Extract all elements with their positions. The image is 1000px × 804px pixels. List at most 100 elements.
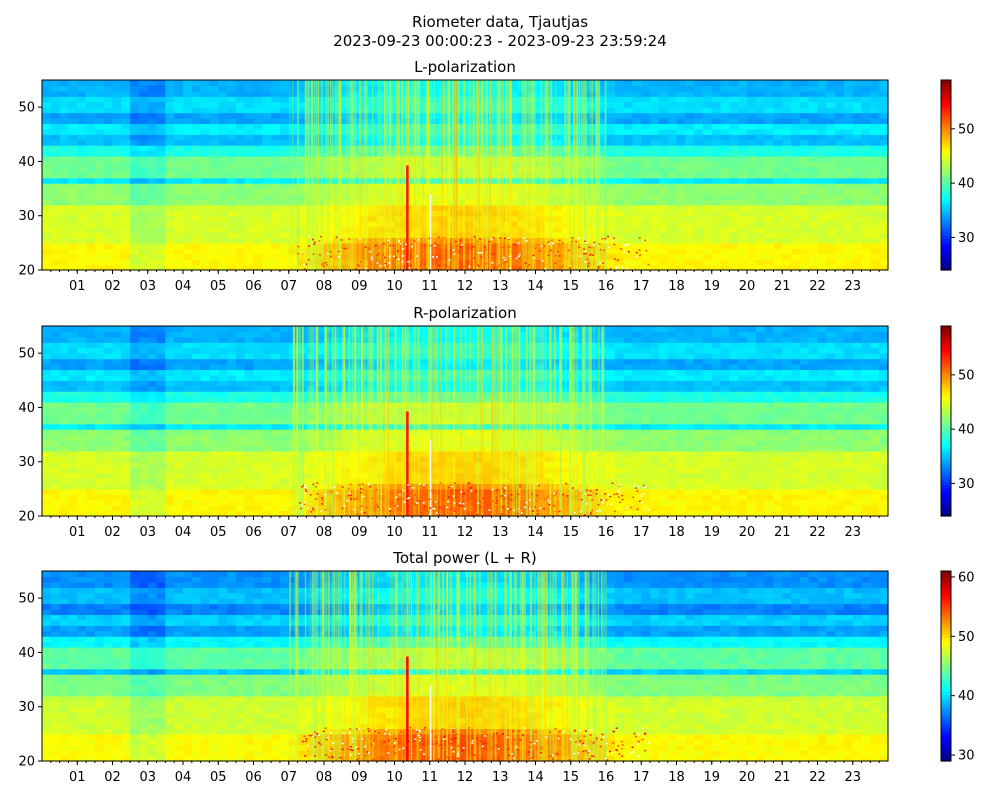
heatmap-cell	[227, 407, 236, 413]
heatmap-cell	[271, 134, 280, 140]
heatmap-cell	[439, 96, 448, 102]
heatmap-cell	[104, 386, 113, 392]
heatmap-cell	[738, 151, 747, 157]
interference-streak	[305, 80, 307, 270]
heatmap-cell	[615, 254, 624, 260]
heatmap-cell	[835, 123, 844, 129]
heatmap-cell	[747, 167, 756, 173]
heatmap-cell	[818, 151, 827, 157]
heatmap-cell	[218, 118, 227, 124]
heatmap-cell	[650, 118, 659, 124]
heatmap-cell	[773, 80, 782, 86]
heatmap-cell	[280, 189, 289, 195]
heatmap-cell	[174, 259, 183, 265]
heatmap-cell	[192, 326, 201, 332]
heatmap-cell	[227, 113, 236, 119]
heatmap-cell	[809, 210, 818, 216]
heatmap-cell	[245, 337, 254, 343]
heatmap-cell	[879, 172, 888, 178]
heatmap-cell	[773, 178, 782, 184]
heatmap-cell	[756, 91, 765, 97]
heatmap-cell	[615, 216, 624, 222]
heatmap-cell	[765, 80, 774, 86]
heatmap-cell	[227, 413, 236, 419]
heatmap-cell	[51, 429, 60, 435]
heatmap-cell	[668, 118, 677, 124]
heatmap-cell	[148, 216, 157, 222]
heatmap-cell	[853, 134, 862, 140]
heatmap-cell	[86, 156, 95, 162]
heatmap-cell	[86, 107, 95, 113]
heatmap-cell	[201, 500, 210, 506]
heatmap-cell	[174, 237, 183, 243]
heatmap-cell	[809, 199, 818, 205]
heatmap-cell	[42, 210, 51, 216]
heatmap-cell	[113, 205, 122, 211]
heatmap-cell	[835, 145, 844, 151]
heatmap-cell	[632, 167, 641, 173]
heatmap-cell	[712, 221, 721, 227]
heatmap-cell	[218, 140, 227, 146]
heatmap-cell	[121, 353, 130, 359]
heatmap-cell	[209, 456, 218, 462]
heatmap-cell	[236, 483, 245, 489]
heatmap-cell	[844, 161, 853, 167]
heatmap-cell	[773, 183, 782, 189]
interference-streak	[502, 80, 503, 270]
heatmap-cell	[756, 151, 765, 157]
heatmap-cell	[879, 96, 888, 102]
heatmap-cell	[729, 118, 738, 124]
heatmap-cell	[782, 123, 791, 129]
heatmap-cell	[553, 118, 562, 124]
heatmap-cell	[271, 254, 280, 260]
heatmap-cell	[209, 369, 218, 375]
heatmap-cell	[624, 172, 633, 178]
heatmap-cell	[183, 440, 192, 446]
heatmap-cell	[271, 205, 280, 211]
heatmap-cell	[51, 462, 60, 468]
heatmap-cell	[659, 167, 668, 173]
heatmap-cell	[165, 483, 174, 489]
heatmap-cell	[209, 375, 218, 381]
heatmap-cell	[157, 424, 166, 430]
heatmap-cell	[192, 424, 201, 430]
heatmap-cell	[60, 353, 69, 359]
heatmap-cell	[218, 348, 227, 354]
heatmap-cell	[685, 227, 694, 233]
heatmap-cell	[826, 102, 835, 108]
heatmap-cell	[121, 451, 130, 457]
heatmap-cell	[782, 227, 791, 233]
heatmap-cell	[113, 500, 122, 506]
heatmap-cell	[703, 96, 712, 102]
heatmap-cell	[677, 205, 686, 211]
heatmap-cell	[68, 259, 77, 265]
heatmap-cell	[183, 145, 192, 151]
heatmap-cell	[809, 107, 818, 113]
heatmap-cell	[844, 113, 853, 119]
heatmap-cell	[165, 167, 174, 173]
heatmap-cell	[721, 259, 730, 265]
hot-pixel	[397, 250, 399, 252]
heatmap-cell	[809, 248, 818, 254]
heatmap-cell	[113, 418, 122, 424]
heatmap-cell	[245, 445, 254, 451]
heatmap-cell	[747, 199, 756, 205]
heatmap-cell	[157, 494, 166, 500]
hot-pixel	[504, 237, 506, 239]
heatmap-cell	[606, 248, 615, 254]
heatmap-cell	[86, 397, 95, 403]
heatmap-cell	[650, 243, 659, 249]
heatmap-cell	[677, 91, 686, 97]
heatmap-cell	[192, 205, 201, 211]
heatmap-cell	[791, 248, 800, 254]
heatmap-cell	[113, 259, 122, 265]
heatmap-cell	[668, 167, 677, 173]
heatmap-cell	[192, 248, 201, 254]
heatmap-cell	[236, 418, 245, 424]
heatmap-cell	[77, 178, 86, 184]
heatmap-cell	[659, 210, 668, 216]
heatmap-cell	[879, 189, 888, 195]
heatmap-cell	[862, 194, 871, 200]
heatmap-cell	[121, 424, 130, 430]
heatmap-cell	[183, 96, 192, 102]
